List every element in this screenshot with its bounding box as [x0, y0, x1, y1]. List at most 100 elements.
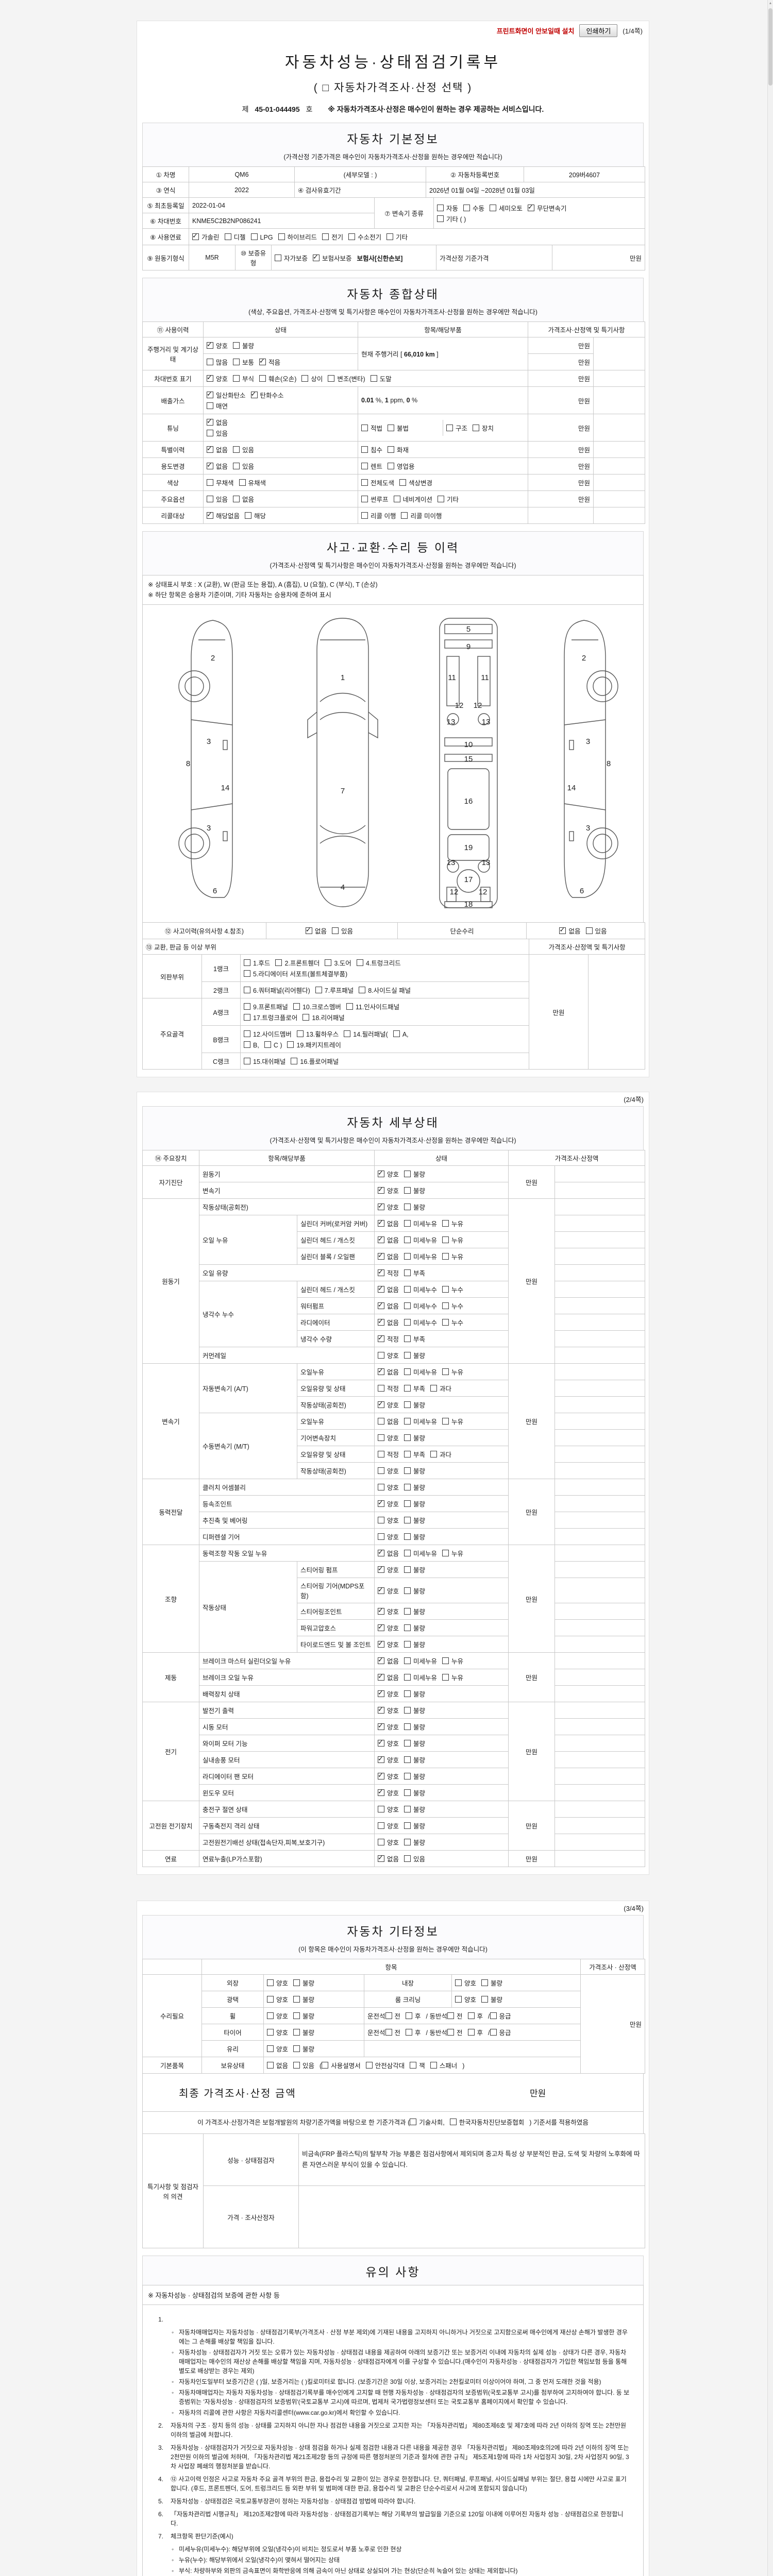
checkbox-checked[interactable]: 없음	[378, 1854, 399, 1863]
checkbox-icon[interactable]	[442, 1550, 449, 1556]
checkbox-icon[interactable]	[404, 1385, 411, 1392]
checkbox-icon[interactable]	[361, 479, 368, 486]
checkbox-checked[interactable]: 없음	[378, 1367, 399, 1377]
checkbox[interactable]: 보통	[233, 357, 254, 367]
checkbox[interactable]: 양호	[267, 2027, 288, 2037]
checkbox-icon[interactable]	[404, 1690, 411, 1697]
checkbox-icon[interactable]	[293, 1979, 300, 1986]
checkbox[interactable]: 양호	[455, 1994, 476, 2004]
checkbox-checked[interactable]: 없음	[378, 1317, 399, 1327]
checkbox[interactable]: 있음	[332, 926, 353, 936]
checkbox[interactable]: 해당	[245, 511, 266, 520]
checkbox-icon[interactable]	[393, 1030, 400, 1037]
checkbox-icon[interactable]	[388, 446, 395, 453]
checkbox-icon[interactable]	[239, 479, 246, 486]
checkbox[interactable]: 네비게이션	[393, 494, 432, 504]
checkbox[interactable]: 불량	[233, 341, 254, 350]
checkbox-icon[interactable]	[442, 1302, 449, 1309]
checkbox-checked[interactable]: 양호	[378, 1185, 399, 1195]
checkbox[interactable]: 불량	[404, 1466, 425, 1476]
checkbox[interactable]: C )	[264, 1041, 282, 1049]
checkbox[interactable]: 없음	[267, 2060, 288, 2070]
checkbox-checked[interactable]: 양호	[378, 1771, 399, 1781]
checkbox[interactable]: 있음	[207, 494, 228, 504]
checkbox-icon[interactable]	[442, 1220, 449, 1227]
checkbox-icon[interactable]	[207, 359, 213, 365]
checkbox-checked[interactable]: 양호	[378, 1689, 399, 1699]
checkbox[interactable]: 누수	[442, 1317, 463, 1327]
checkbox[interactable]: 불량	[404, 1515, 425, 1525]
checkbox-icon[interactable]	[378, 1755, 385, 1763]
checkbox-icon[interactable]	[207, 496, 213, 502]
checkbox[interactable]: 디젤	[224, 232, 246, 242]
checkbox[interactable]: 불량	[404, 1821, 425, 1831]
checkbox-icon[interactable]	[404, 1401, 411, 1408]
checkbox[interactable]: 전	[447, 2011, 463, 2021]
checkbox-icon[interactable]	[378, 1771, 385, 1780]
checkbox[interactable]: 누유	[442, 1548, 463, 1558]
checkbox-icon[interactable]	[455, 1979, 462, 1986]
checkbox-icon[interactable]	[406, 2029, 413, 2036]
checkbox-checked[interactable]: 없음	[559, 926, 581, 936]
checkbox-icon[interactable]	[388, 424, 395, 431]
checkbox-icon[interactable]	[378, 1623, 385, 1631]
checkbox-icon[interactable]	[244, 1014, 250, 1021]
checkbox-icon[interactable]	[378, 1738, 385, 1747]
checkbox[interactable]: 양호	[378, 1821, 399, 1831]
checkbox-icon[interactable]	[233, 446, 240, 453]
checkbox[interactable]: 누유	[442, 1251, 463, 1261]
checkbox-icon[interactable]	[467, 2029, 475, 2036]
checkbox[interactable]: 불량	[404, 1771, 425, 1781]
checkbox-checked[interactable]: 양호	[378, 1169, 399, 1179]
checkbox[interactable]: 기술사회,	[410, 2117, 445, 2128]
checkbox-icon[interactable]	[259, 375, 266, 382]
checkbox-icon[interactable]	[410, 2062, 417, 2069]
checkbox-checked[interactable]: 적정	[378, 1334, 399, 1344]
checkbox-checked[interactable]: 적정	[378, 1268, 399, 1278]
checkbox-icon[interactable]	[481, 1979, 489, 1986]
checkbox[interactable]: 불량	[404, 1804, 425, 1814]
checkbox[interactable]: 색상변경	[399, 478, 432, 487]
checkbox[interactable]: 안전삼각대	[365, 2060, 405, 2070]
checkbox-icon[interactable]	[404, 1171, 411, 1177]
checkbox-icon[interactable]	[322, 233, 329, 240]
checkbox-icon[interactable]	[278, 233, 285, 240]
checkbox[interactable]: 16.플로어패널	[291, 1056, 339, 1066]
checkbox[interactable]: 양호	[378, 1350, 399, 1360]
checkbox-icon[interactable]	[378, 1301, 385, 1309]
checkbox-icon[interactable]	[207, 461, 213, 469]
checkbox-icon[interactable]	[332, 927, 339, 934]
checkbox[interactable]: 불량	[404, 1722, 425, 1732]
checkbox[interactable]: 없음	[233, 494, 254, 504]
checkbox-icon[interactable]	[404, 1855, 411, 1862]
checkbox-icon[interactable]	[378, 1352, 385, 1359]
checkbox-icon[interactable]	[442, 1236, 449, 1243]
checkbox[interactable]: 스패너	[430, 2060, 457, 2070]
checkbox-icon[interactable]	[404, 1533, 411, 1540]
checkbox-checked[interactable]: 양호	[378, 1499, 399, 1509]
checkbox[interactable]: 불량	[404, 1738, 425, 1748]
checkbox-icon[interactable]	[293, 1003, 300, 1010]
checkbox-icon[interactable]	[378, 1839, 385, 1845]
checkbox[interactable]: 4.트렁크리드	[356, 958, 401, 968]
checkbox-icon[interactable]	[449, 2119, 457, 2125]
checkbox[interactable]: 기타	[386, 232, 408, 242]
checkbox[interactable]: 미세누유	[404, 1218, 437, 1228]
checkbox[interactable]: 미세누수	[404, 1301, 437, 1311]
checkbox-icon[interactable]	[404, 1319, 411, 1326]
checkbox[interactable]: 있음	[233, 445, 254, 454]
checkbox[interactable]: 양호	[378, 1482, 399, 1492]
checkbox-icon[interactable]	[378, 1484, 385, 1490]
checkbox-icon[interactable]	[359, 987, 366, 993]
checkbox[interactable]: 사용설명서	[322, 2060, 361, 2070]
checkbox-icon[interactable]	[401, 512, 408, 519]
checkbox-icon[interactable]	[267, 2062, 274, 2069]
checkbox-checked[interactable]: 없음	[207, 445, 228, 454]
checkbox[interactable]: LPG	[250, 233, 273, 241]
checkbox[interactable]: 불량	[404, 1169, 425, 1179]
checkbox-icon[interactable]	[378, 1434, 385, 1441]
checkbox-icon[interactable]	[233, 375, 240, 382]
checkbox[interactable]: 3.도어	[325, 958, 351, 968]
checkbox-icon[interactable]	[404, 1740, 411, 1747]
checkbox[interactable]: 많음	[207, 357, 228, 367]
